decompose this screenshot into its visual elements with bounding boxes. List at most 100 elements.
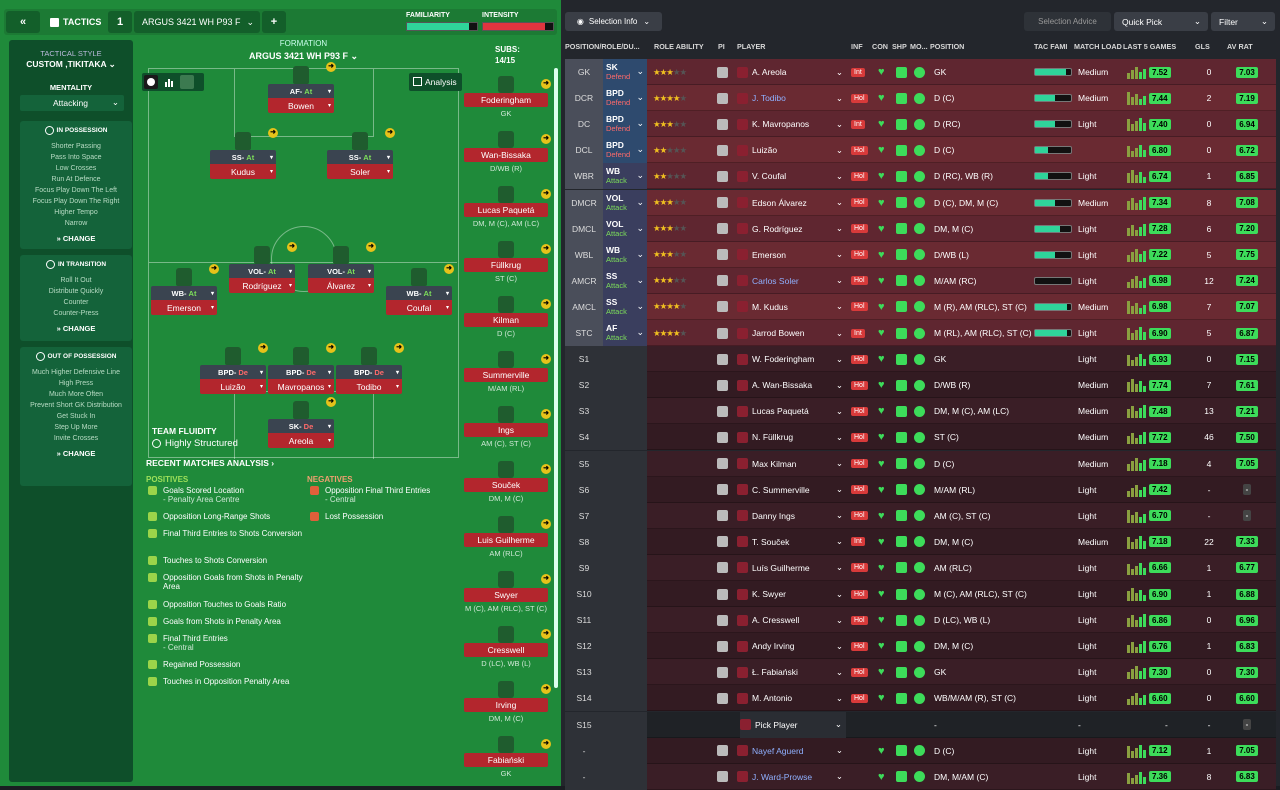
sub-player[interactable]: Kilman D (C)	[464, 296, 548, 338]
role-duty[interactable]: SS Attack ⌄	[603, 267, 647, 294]
sub-instructions-icon[interactable]: ➜	[541, 134, 551, 144]
player-instructions-icon[interactable]	[717, 372, 728, 398]
player-name[interactable]: N. Füllkrug ⌄	[737, 424, 847, 450]
player-instructions-icon[interactable]: ➜	[444, 264, 454, 274]
role-duty[interactable]	[603, 607, 647, 634]
role-duty[interactable]	[603, 581, 647, 607]
recent-matches-analysis-link[interactable]: RECENT MATCHES ANALYSIS ›	[146, 458, 275, 468]
player-row[interactable]: S6 C. Summerville ⌄ Hol ♥ M/AM (RL) Light 7.42 -…	[565, 476, 1276, 503]
bar-chart-icon[interactable]	[162, 75, 176, 89]
player-name[interactable]: Areola ▾	[268, 433, 334, 448]
player-role[interactable]: SS - At ▾	[210, 150, 276, 164]
player-instructions-icon[interactable]	[717, 163, 728, 189]
sub-player[interactable]: Swyer M (C), AM (RLC), ST (C)	[464, 571, 548, 613]
player-role[interactable]: WB - At ▾	[386, 286, 452, 300]
player-name[interactable]: G. Rodríguez ⌄	[737, 216, 847, 242]
player-row[interactable]: S5 Max Kilman ⌄ Hol ♥ D (C) Medium 7.18 4 7.05	[565, 450, 1276, 477]
role-duty[interactable]	[603, 346, 647, 373]
player-name[interactable]: A. Cresswell ⌄	[737, 607, 847, 633]
role-duty[interactable]: VOL Attack ⌄	[603, 189, 647, 216]
sub-name[interactable]: Füllkrug	[464, 258, 548, 272]
subs-scrollbar[interactable]	[554, 68, 558, 688]
player-instructions-icon[interactable]	[717, 242, 728, 268]
sub-name[interactable]: Summerville	[464, 368, 548, 382]
player-row[interactable]: S10 K. Swyer ⌄ Hol ♥ M (C), AM (RLC), ST (C) L…	[565, 581, 1276, 607]
role-duty[interactable]: BPD Defend ⌄	[603, 137, 647, 164]
role-duty[interactable]	[603, 659, 647, 686]
sub-instructions-icon[interactable]: ➜	[541, 79, 551, 89]
role-duty[interactable]: WB Attack ⌄	[603, 163, 647, 190]
player-name[interactable]: Max Kilman ⌄	[737, 451, 847, 477]
player-instructions-icon[interactable]	[717, 607, 728, 633]
sub-player[interactable]: Foderingham GK	[464, 76, 548, 118]
column-header[interactable]: PLAYER	[737, 42, 766, 51]
player-instructions-icon[interactable]	[717, 85, 728, 111]
player-name[interactable]: Bowen ▾	[268, 98, 334, 113]
player-row[interactable]: S4 N. Füllkrug ⌄ Hol ♥ ST (C) Medium 7.72 46 7.50	[565, 424, 1276, 451]
selection-info-dropdown[interactable]: ◉ Selection Info ⌄	[565, 12, 662, 31]
player-instructions-icon[interactable]: ➜	[394, 343, 404, 353]
player-name[interactable]: Kudus ▾	[210, 164, 276, 179]
player-instructions-icon[interactable]	[717, 529, 728, 555]
player-instructions-icon[interactable]	[717, 424, 728, 450]
player-row[interactable]: S11 A. Cresswell ⌄ Hol ♥ D (LC), WB (L) Light 6…	[565, 607, 1276, 634]
player-name[interactable]: Danny Ings ⌄	[737, 503, 847, 529]
sub-player[interactable]: Summerville M/AM (RL)	[464, 351, 548, 393]
player-role[interactable]: BPD - De ▾	[336, 365, 402, 379]
player-row[interactable]: S12 Andy Irving ⌄ Hol ♥ DM, M (C) Light 6.76 1 6.…	[565, 633, 1276, 660]
player-instructions-icon[interactable]	[717, 738, 728, 764]
player-instructions-icon[interactable]	[717, 216, 728, 242]
player-instructions-icon[interactable]	[717, 137, 728, 163]
analysis-button[interactable]: Analysis	[409, 73, 462, 91]
filter-dropdown[interactable]: Filter ⌄	[1211, 12, 1275, 31]
sub-name[interactable]: Kilman	[464, 313, 548, 327]
change-in-possession-button[interactable]: » CHANGE	[56, 234, 96, 243]
player-row[interactable]: S3 Lucas Paquetá ⌄ Hol ♥ DM, M (C), AM (LC) Me…	[565, 398, 1276, 425]
role-duty[interactable]	[603, 450, 647, 477]
player-row[interactable]: S1 W. Foderingham ⌄ Hol ♥ GK Light 6.93 0 7.15	[565, 346, 1276, 373]
player-role[interactable]: SK - De ▾	[268, 419, 334, 433]
mentality-dropdown[interactable]: Attacking ⌄	[20, 95, 124, 111]
pitch-player[interactable]: VOL - At ▾ Rodríguez ▾	[229, 246, 295, 293]
player-name[interactable]: Ł. Fabiański ⌄	[737, 659, 847, 685]
player-instructions-icon[interactable]	[717, 190, 728, 216]
sub-name[interactable]: Lucas Paquetá	[464, 203, 548, 217]
column-header[interactable]: POSITION/ROLE/DU...	[565, 42, 640, 51]
player-instructions-icon[interactable]	[717, 111, 728, 137]
quick-pick-button[interactable]: Quick Pick ⌄	[1114, 12, 1208, 31]
player-instructions-icon[interactable]	[717, 659, 728, 685]
selection-advice-button[interactable]: Selection Advice	[1024, 12, 1111, 31]
change-out-of-possession-button[interactable]: » CHANGE	[56, 449, 96, 458]
role-duty[interactable]: BPD Defend ⌄	[603, 111, 647, 138]
role-duty[interactable]	[603, 372, 647, 399]
player-instructions-icon[interactable]: ➜	[258, 343, 268, 353]
pitch-player[interactable]: AF - At ▾ Bowen ▾	[268, 66, 334, 113]
sub-name[interactable]: Souček	[464, 478, 548, 492]
player-instructions-icon[interactable]	[717, 346, 728, 372]
pitch-player[interactable]: SK - De ▾ Areola ▾	[268, 401, 334, 448]
role-duty[interactable]: WB Attack ⌄	[603, 241, 647, 268]
player-name[interactable]: W. Foderingham ⌄	[737, 346, 847, 372]
player-instructions-icon[interactable]: ➜	[326, 397, 336, 407]
list-icon[interactable]	[180, 75, 194, 89]
player-row[interactable]: - Nayef Aguerd ⌄ ♥ D (C) Light 7.12 1 7.05	[565, 737, 1276, 764]
player-name[interactable]: Soler ▾	[327, 164, 393, 179]
role-duty[interactable]	[603, 476, 647, 503]
column-header[interactable]: TAC FAMI	[1034, 42, 1068, 51]
sub-player[interactable]: Cresswell D (LC), WB (L)	[464, 626, 548, 668]
player-row[interactable]: S13 Ł. Fabiański ⌄ Hol ♥ GK Light 7.30 0 7.30	[565, 659, 1276, 686]
pitch-player[interactable]: WB - At ▾ Coufal ▾	[386, 268, 452, 315]
player-name[interactable]: Luizão ⌄	[737, 137, 847, 163]
player-role[interactable]: VOL - At ▾	[229, 264, 295, 278]
player-instructions-icon[interactable]	[717, 294, 728, 320]
player-name[interactable]: Mavropanos ▾	[268, 379, 334, 394]
player-role[interactable]: VOL - At ▾	[308, 264, 374, 278]
player-instructions-icon[interactable]	[717, 59, 728, 85]
player-row[interactable]: S2 A. Wan-Bissaka ⌄ Hol ♥ D/WB (R) Medium 7.74 7…	[565, 372, 1276, 399]
player-name[interactable]: Carlos Soler ⌄	[737, 268, 847, 294]
role-duty[interactable]	[603, 633, 647, 660]
player-instructions-icon[interactable]	[717, 764, 728, 790]
column-header[interactable]: ROLE ABILITY	[654, 42, 704, 51]
player-instructions-icon[interactable]: ➜	[366, 242, 376, 252]
role-duty[interactable]: BPD Defend ⌄	[603, 85, 647, 112]
